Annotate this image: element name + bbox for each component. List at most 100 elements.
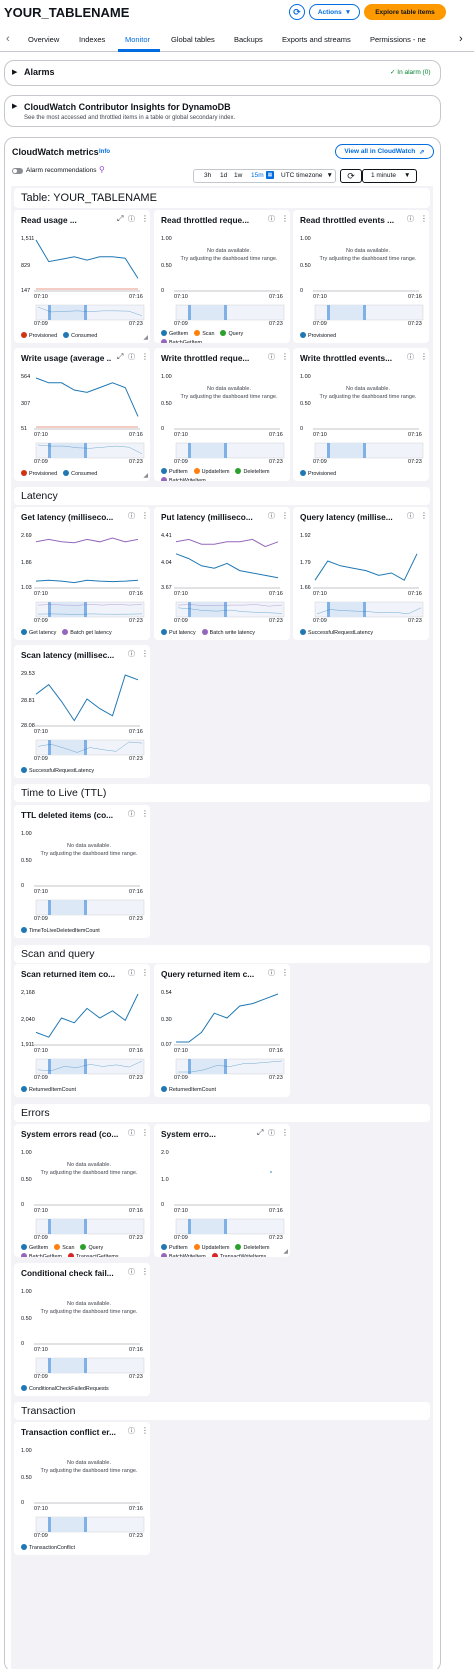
period-select[interactable] bbox=[362, 169, 417, 183]
legend-item[interactable]: GetItem bbox=[161, 330, 188, 337]
refresh-button[interactable]: ⟳ bbox=[289, 4, 305, 20]
legend-item[interactable]: BatchWriteItem bbox=[161, 1253, 206, 1257]
navigator-handle[interactable] bbox=[84, 740, 87, 755]
explore-items-button[interactable]: Explore table items bbox=[364, 4, 446, 20]
navigator-handle[interactable] bbox=[224, 1219, 227, 1234]
navigator-selection[interactable] bbox=[48, 1358, 86, 1373]
more-options-icon[interactable]: ⋮ bbox=[281, 352, 289, 361]
legend-item[interactable]: DeleteItem bbox=[235, 1244, 270, 1251]
legend-item[interactable]: Query bbox=[80, 1244, 103, 1251]
info-icon[interactable]: ⓘ bbox=[268, 513, 275, 520]
expand-alarms-icon[interactable]: ▶ bbox=[12, 69, 18, 76]
navigator-handle[interactable] bbox=[48, 1219, 51, 1234]
navigator-handle[interactable] bbox=[363, 305, 366, 320]
more-options-icon[interactable]: ⋮ bbox=[281, 1128, 289, 1137]
info-icon[interactable]: ⓘ bbox=[128, 1130, 135, 1137]
info-icon[interactable]: ⓘ bbox=[268, 970, 275, 977]
info-icon[interactable]: ⓘ bbox=[268, 1130, 275, 1137]
navigator-handle[interactable] bbox=[84, 602, 87, 617]
tab-monitor[interactable]: Monitor bbox=[125, 35, 151, 44]
legend-item[interactable]: PutItem bbox=[161, 1244, 188, 1251]
navigator-handle[interactable] bbox=[48, 1517, 51, 1532]
more-options-icon[interactable]: ⋮ bbox=[281, 511, 289, 520]
legend-item[interactable]: Query bbox=[220, 330, 243, 337]
legend-item[interactable]: TransactionConflict bbox=[21, 1544, 75, 1551]
navigator-handle[interactable] bbox=[224, 305, 227, 320]
more-options-icon[interactable]: ⋮ bbox=[420, 352, 428, 361]
resize-handle-icon[interactable]: ◢ bbox=[143, 335, 148, 341]
navigator-handle[interactable] bbox=[84, 443, 87, 458]
info-icon[interactable]: ⓘ bbox=[128, 651, 135, 658]
navigator-selection[interactable] bbox=[48, 900, 86, 915]
info-icon[interactable]: ⓘ bbox=[128, 811, 135, 818]
navigator-handle[interactable] bbox=[84, 1059, 87, 1074]
more-options-icon[interactable]: ⋮ bbox=[420, 511, 428, 520]
navigator-selection[interactable] bbox=[48, 740, 86, 755]
navigator-handle[interactable] bbox=[224, 602, 227, 617]
navigator-selection[interactable] bbox=[48, 602, 86, 617]
navigator-handle[interactable] bbox=[48, 1059, 51, 1074]
tab-permissions[interactable]: Permissions - ne bbox=[370, 35, 426, 44]
info-icon[interactable]: ⓘ bbox=[268, 354, 275, 361]
more-options-icon[interactable]: ⋮ bbox=[141, 1426, 149, 1435]
info-icon[interactable]: ⓘ bbox=[128, 216, 135, 223]
more-options-icon[interactable]: ⋮ bbox=[281, 968, 289, 977]
info-icon[interactable]: ⓘ bbox=[407, 354, 414, 361]
range-1d[interactable]: 1d bbox=[220, 172, 228, 179]
legend-item[interactable]: SuccessfulRequestLatency bbox=[21, 767, 94, 774]
navigator-selection[interactable] bbox=[327, 305, 365, 320]
legend-item[interactable]: PutItem bbox=[161, 468, 188, 475]
info-icon[interactable]: ⓘ bbox=[128, 513, 135, 520]
navigator-selection[interactable] bbox=[327, 443, 365, 458]
legend-item[interactable]: BatchGetItem bbox=[21, 1253, 62, 1257]
navigator-handle[interactable] bbox=[48, 602, 51, 617]
legend-item[interactable]: UpdateItem bbox=[193, 468, 229, 475]
tab-scroll-right-icon[interactable]: › bbox=[459, 33, 463, 45]
navigator-handle[interactable] bbox=[224, 1059, 227, 1074]
timezone-select[interactable]: UTC timezone ▼ bbox=[281, 172, 333, 179]
navigator-handle[interactable] bbox=[188, 305, 191, 320]
legend-item[interactable]: GetItem bbox=[21, 1244, 48, 1251]
more-options-icon[interactable]: ⋮ bbox=[141, 352, 149, 361]
navigator-handle[interactable] bbox=[84, 1517, 87, 1532]
more-options-icon[interactable]: ⋮ bbox=[141, 511, 149, 520]
resize-handle-icon[interactable]: ◢ bbox=[143, 473, 148, 479]
more-options-icon[interactable]: ⋮ bbox=[141, 214, 149, 223]
navigator-selection[interactable] bbox=[188, 1059, 226, 1074]
more-options-icon[interactable]: ⋮ bbox=[420, 214, 428, 223]
more-options-icon[interactable]: ⋮ bbox=[281, 214, 289, 223]
legend-item[interactable]: BatchWriteItem bbox=[161, 477, 206, 481]
tab-exports-streams[interactable]: Exports and streams bbox=[282, 35, 351, 44]
navigator-handle[interactable] bbox=[188, 602, 191, 617]
more-options-icon[interactable]: ⋮ bbox=[141, 649, 149, 658]
navigator-selection[interactable] bbox=[327, 602, 365, 617]
legend-item[interactable]: Consumed bbox=[63, 470, 97, 477]
dashboard-refresh-button[interactable]: ⟳ bbox=[340, 169, 362, 183]
info-icon[interactable]: ⓘ bbox=[407, 216, 414, 223]
tab-overview[interactable]: Overview bbox=[28, 35, 60, 44]
legend-item[interactable]: Scan bbox=[54, 1244, 74, 1251]
navigator-handle[interactable] bbox=[84, 1358, 87, 1373]
navigator-handle[interactable] bbox=[48, 900, 51, 915]
legend-item[interactable]: Provisioned bbox=[300, 470, 336, 477]
info-icon[interactable]: ⓘ bbox=[268, 216, 275, 223]
resize-handle-icon[interactable]: ◢ bbox=[283, 1249, 288, 1255]
navigator-handle[interactable] bbox=[48, 443, 51, 458]
navigator-handle[interactable] bbox=[327, 443, 330, 458]
view-all-cloudwatch-button[interactable]: View all in CloudWatch ⇗ bbox=[335, 144, 434, 159]
navigator-handle[interactable] bbox=[363, 443, 366, 458]
tab-backups[interactable]: Backups bbox=[234, 35, 263, 44]
actions-button[interactable]: Actions ▼ bbox=[309, 4, 360, 20]
navigator-handle[interactable] bbox=[327, 602, 330, 617]
navigator-handle[interactable] bbox=[188, 1219, 191, 1234]
legend-item[interactable]: TimeToLiveDeletedItemCount bbox=[21, 927, 100, 934]
expand-icon[interactable]: ⤢ bbox=[117, 214, 124, 223]
navigator-selection[interactable] bbox=[48, 1059, 86, 1074]
legend-item[interactable]: TransactGetItems bbox=[67, 1253, 119, 1257]
alarm-recommendations-toggle[interactable] bbox=[12, 168, 23, 174]
navigator-selection[interactable] bbox=[48, 1219, 86, 1234]
legend-item[interactable]: Batch write latency bbox=[201, 629, 255, 636]
expand-icon[interactable]: ⤢ bbox=[117, 352, 124, 361]
navigator-selection[interactable] bbox=[48, 305, 86, 320]
navigator-handle[interactable] bbox=[48, 1358, 51, 1373]
